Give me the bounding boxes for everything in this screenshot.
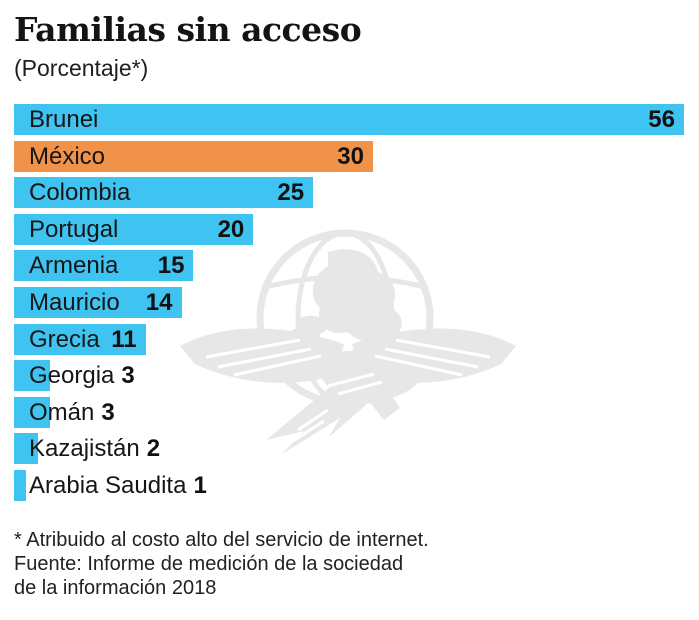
bar-row: 20 Portugal: [14, 213, 684, 245]
bar-row: Kazajistán 2: [14, 433, 684, 465]
watermark-svg: [180, 229, 516, 454]
source-line: Fuente: Informe de medición de la socied…: [14, 553, 404, 575]
bar: 30: [14, 140, 373, 172]
bar-value: 2: [146, 435, 161, 463]
bar: 15: [14, 250, 194, 282]
bar: 11: [14, 323, 146, 355]
bar-value: 3: [121, 362, 135, 390]
bar-row: 15 Armenia: [14, 250, 684, 282]
bar: [14, 396, 50, 428]
bar-value: 25: [277, 179, 305, 207]
bar-label: México: [29, 142, 106, 170]
chart-subtitle: (Porcentaje*): [14, 55, 149, 81]
bar: 25: [14, 177, 314, 209]
bar-label: Brunei: [29, 106, 99, 133]
bar: 20: [14, 213, 254, 245]
bar-label: Kazajistán 2: [29, 435, 161, 463]
bar-label: Portugal: [29, 215, 119, 243]
source-line: de la información 2018: [14, 577, 217, 599]
bar-value: 56: [648, 106, 675, 133]
bar-value: 15: [157, 252, 185, 280]
bar-chart: 56 Brunei 30 México 25 Colombia 20 Portugal 15 Ar…: [14, 104, 684, 507]
bar-row: 14 Mauricio: [14, 286, 684, 318]
bar-label: Grecia: [29, 325, 100, 353]
bar: [14, 360, 50, 392]
bar-label: Mauricio: [29, 288, 120, 316]
bar-row: 11 Grecia: [14, 323, 684, 355]
bar-value: 20: [217, 215, 245, 243]
eagle-globe-watermark-icon: [178, 224, 518, 464]
page-title: Familias sin acceso: [14, 10, 362, 49]
bar: 56: [14, 104, 684, 135]
bar-value: 1: [193, 471, 207, 499]
watermark-feather-lines: [205, 338, 491, 445]
bar-value: 11: [111, 325, 137, 353]
bar-label: Arabia Saudita 1: [29, 471, 207, 499]
bar-label: Armenia: [29, 252, 119, 280]
bar-label: Colombia: [29, 179, 131, 207]
bar-row: Georgia 3: [14, 360, 684, 392]
bar-value: 3: [101, 398, 115, 426]
bar: [14, 433, 38, 465]
bar-value: 14: [145, 288, 173, 316]
footnote-line: * Atribuido al costo alto del servicio d…: [14, 529, 429, 551]
footnote-source: * Atribuido al costo alto del servicio d…: [14, 528, 429, 600]
chart-header: Familias sin acceso (Porcentaje*): [14, 10, 362, 82]
bar-row: 56 Brunei: [14, 104, 684, 135]
bar-label: Omán 3: [29, 398, 115, 426]
bar: [14, 469, 26, 501]
bar-row: 25 Colombia: [14, 177, 684, 209]
bar-label: Georgia 3: [29, 362, 135, 390]
bar-row: Omán 3: [14, 396, 684, 428]
bar: 14: [14, 286, 182, 318]
bar-row: Arabia Saudita 1: [14, 469, 684, 501]
bar-row: 30 México: [14, 140, 684, 172]
bar-value: 30: [337, 142, 364, 170]
